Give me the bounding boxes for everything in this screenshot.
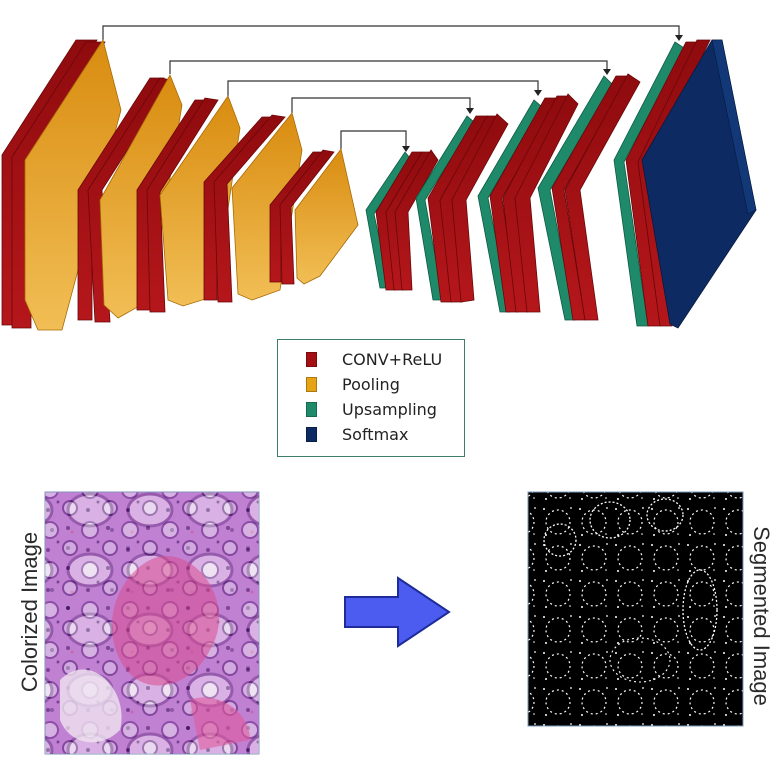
encoder-block-1 xyxy=(1,39,122,331)
segmented-image xyxy=(527,491,744,727)
conv-layer xyxy=(564,73,641,321)
upsampling-layer xyxy=(613,41,685,327)
legend-swatch xyxy=(306,351,317,367)
colorized-image xyxy=(44,491,260,755)
conv-layer xyxy=(489,97,559,313)
legend-item-softmax: Softmax xyxy=(306,423,408,445)
upsampling-layer xyxy=(537,75,613,321)
legend-swatch xyxy=(306,426,317,442)
decoder-block-3 xyxy=(477,93,579,313)
pooling-layer xyxy=(24,39,122,331)
skip-arrowheads xyxy=(402,35,683,152)
skip-connection-5 xyxy=(340,130,407,149)
legend-swatch xyxy=(306,376,317,392)
legend-item-conv-relu: CONV+ReLU xyxy=(306,348,442,370)
pooling-layer xyxy=(294,148,359,285)
conv-layer xyxy=(279,149,335,285)
conv-layer xyxy=(394,149,439,291)
decoder-block-5 xyxy=(613,39,757,329)
conv-layer xyxy=(87,77,173,323)
legend: CONV+ReLU Pooling Upsampling Softmax xyxy=(277,339,465,457)
skip-connection-3 xyxy=(227,80,539,96)
skip-connection-2 xyxy=(169,60,608,74)
conv-layer xyxy=(514,93,579,313)
skip-connections xyxy=(102,25,680,149)
legend-label: Pooling xyxy=(342,374,400,394)
decoder-block-1 xyxy=(365,149,439,291)
conv-layer xyxy=(451,113,509,303)
legend-swatch xyxy=(306,401,317,417)
decoder-block-2 xyxy=(415,113,509,303)
colorized-image-label: Colorized Image xyxy=(17,531,42,693)
softmax-layer-side xyxy=(711,39,757,215)
skip-connection-1 xyxy=(102,25,680,40)
conv-layer xyxy=(146,97,219,313)
upsampling-layer xyxy=(415,115,475,301)
legend-item-upsampling: Upsampling xyxy=(306,398,437,420)
legend-label: Upsampling xyxy=(342,399,437,419)
legend-label: CONV+ReLU xyxy=(342,349,443,369)
upsampling-layer xyxy=(365,151,411,289)
arrow-right-icon xyxy=(344,576,451,648)
conv-layer xyxy=(551,75,629,321)
upsampling-layer xyxy=(477,99,542,313)
skip-connection-4 xyxy=(291,97,471,113)
decoder-block-4 xyxy=(537,73,641,321)
encoder-block-5 xyxy=(269,148,359,285)
legend-item-pooling: Pooling xyxy=(306,373,400,395)
segmented-image-label: Segmented Image xyxy=(749,526,773,706)
conv-layer xyxy=(213,114,286,303)
legend-label: Softmax xyxy=(342,424,409,444)
